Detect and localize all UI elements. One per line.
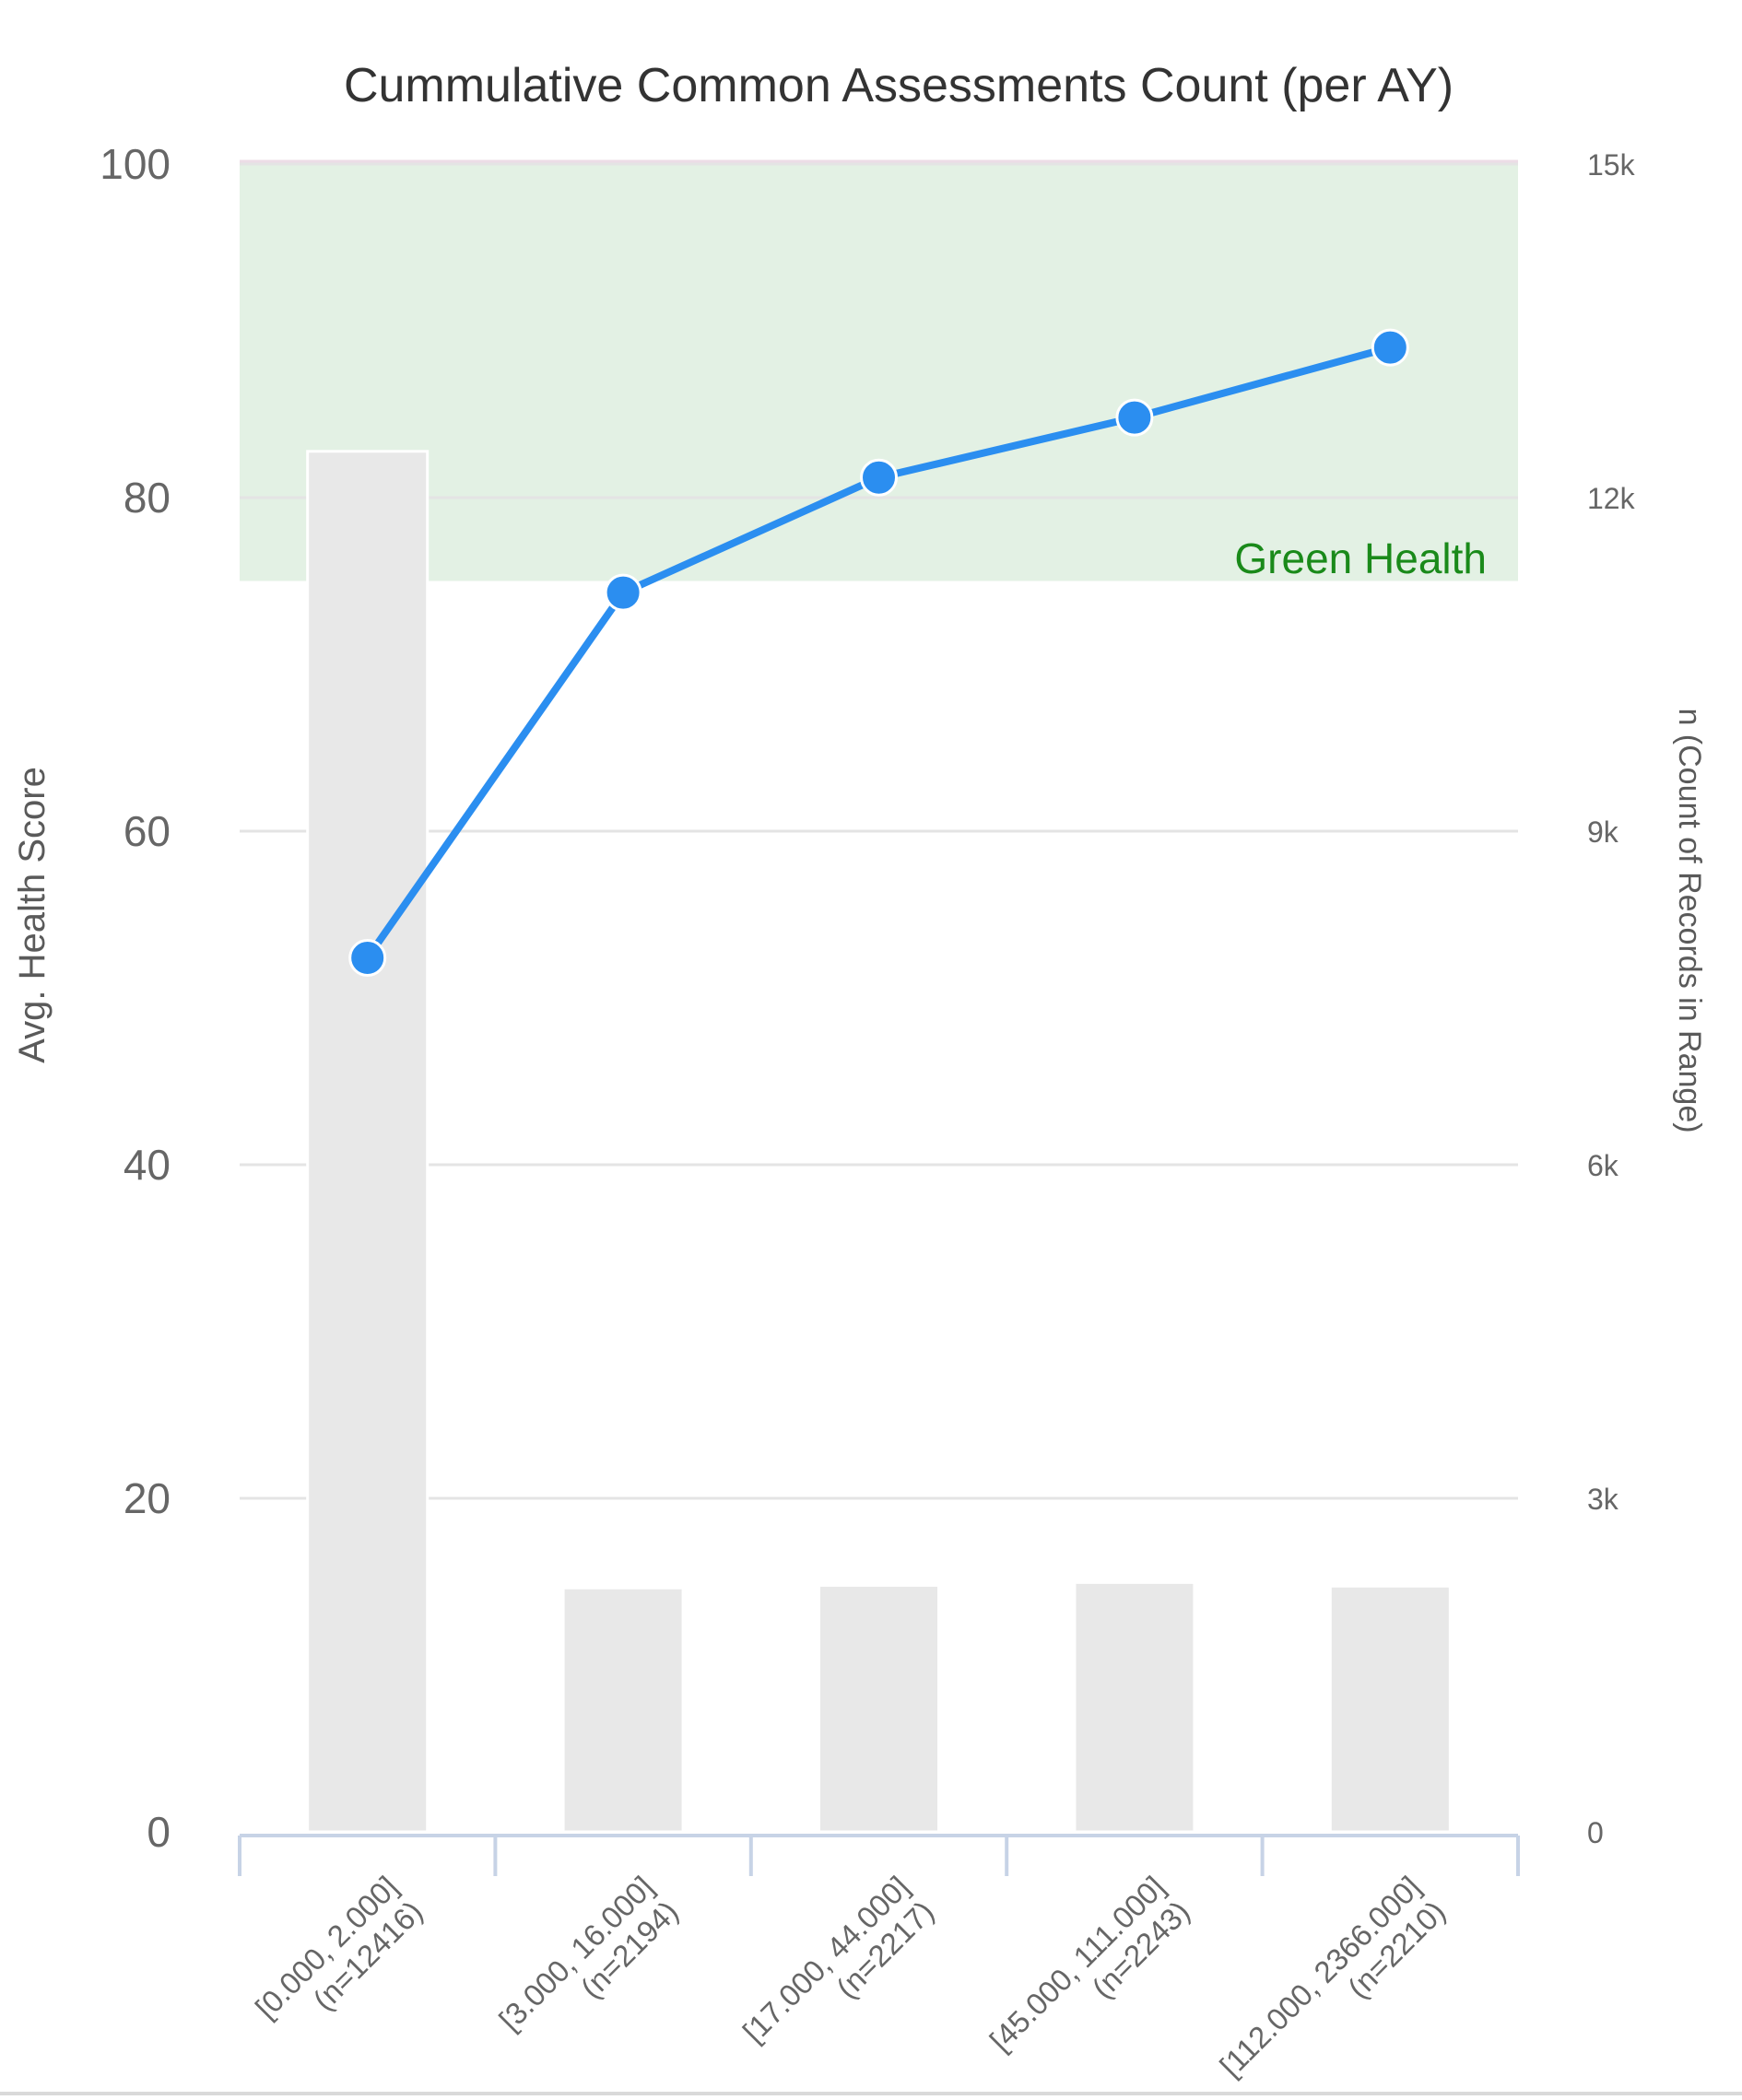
y-right-tick-1: 3k [1587,1483,1619,1516]
x-tick-label-4-line-0: [112.000, 2366.000] [1213,1870,1427,2083]
y-left-tick-1: 20 [124,1474,171,1522]
bar-0 [308,452,428,1832]
y-right-tick-2: 6k [1587,1149,1619,1182]
x-tick-label-0: [0.000, 2.000](n=12416) [249,1870,430,2050]
y-left-tick-0: 0 [147,1808,171,1856]
x-tick-labels: [0.000, 2.000](n=12416) [3.000, 16.000](n… [249,1870,1452,2095]
bottom-border [0,2092,1742,2095]
y-right-tick-4: 12k [1587,482,1636,515]
bar-1 [563,1588,683,1832]
green-band-layer [240,161,1518,581]
y-left-tick-4: 80 [124,474,171,522]
green-band [240,164,1518,581]
y-left-tick-labels: 0 20 40 60 80 100 [100,140,171,1856]
x-tick-label-3: [45.000, 111.000](n=2243) [983,1870,1195,2082]
y-right-tick-0: 0 [1587,1816,1604,1849]
y-left-tick-2: 40 [124,1141,171,1189]
bar-series [308,452,1451,1832]
x-tick-label-2: [17.000, 44.000](n=2217) [736,1870,941,2074]
y-right-tick-labels: 0 3k 6k 9k 12k 15k [1587,148,1636,1849]
y-right-axis-label: n (Count of Records in Range) [1672,708,1707,1132]
y-left-tick-3: 60 [124,807,171,855]
y-left-tick-5: 100 [100,140,171,188]
x-axis [240,1836,1518,1876]
y-right-tick-5: 15k [1587,148,1636,182]
bar-3 [1075,1582,1195,1832]
bar-4 [1330,1586,1450,1832]
line-point-4 [1372,330,1407,365]
x-tick-label-4: [112.000, 2366.000](n=2210) [1213,1870,1452,2095]
x-tick-label-1: [3.000, 16.000](n=2194) [492,1870,685,2062]
line-point-0 [350,941,385,976]
bar-2 [819,1585,939,1832]
chart-title: Cummulative Common Assessments Count (pe… [344,59,1454,112]
y-left-axis-label: Avg. Health Score [12,767,53,1063]
line-point-3 [1117,400,1152,435]
green-band-label: Green Health [1234,534,1487,582]
y-right-tick-3: 9k [1587,815,1619,849]
line-point-2 [862,460,897,495]
line-point-1 [606,575,641,610]
